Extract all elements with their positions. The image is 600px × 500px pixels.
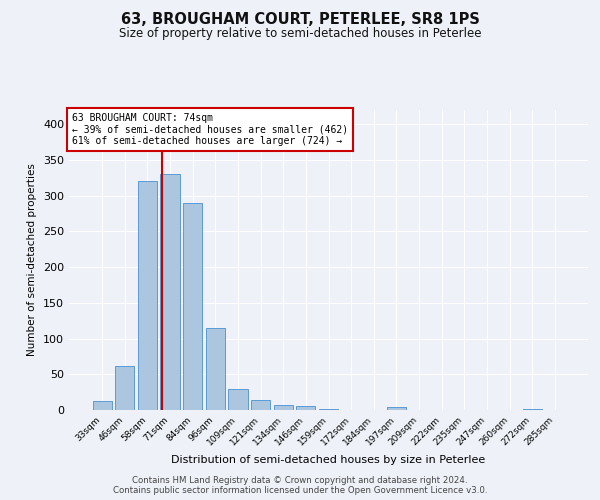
Text: 63, BROUGHAM COURT, PETERLEE, SR8 1PS: 63, BROUGHAM COURT, PETERLEE, SR8 1PS: [121, 12, 479, 28]
Bar: [229, 390, 248, 410]
Text: Contains HM Land Registry data © Crown copyright and database right 2024.
Contai: Contains HM Land Registry data © Crown c…: [113, 476, 487, 495]
Bar: [251, 400, 270, 410]
Text: 63 BROUGHAM COURT: 74sqm
← 39% of semi-detached houses are smaller (462)
61% of : 63 BROUGHAM COURT: 74sqm ← 39% of semi-d…: [71, 113, 348, 146]
Text: Size of property relative to semi-detached houses in Peterlee: Size of property relative to semi-detach…: [119, 28, 481, 40]
Bar: [274, 405, 293, 410]
Bar: [523, 408, 542, 410]
Bar: [183, 203, 202, 410]
Bar: [92, 400, 112, 410]
X-axis label: Distribution of semi-detached houses by size in Peterlee: Distribution of semi-detached houses by …: [172, 456, 485, 466]
Bar: [319, 408, 338, 410]
Bar: [296, 406, 316, 410]
Bar: [115, 366, 134, 410]
Bar: [160, 174, 180, 410]
Y-axis label: Number of semi-detached properties: Number of semi-detached properties: [28, 164, 37, 356]
Bar: [206, 328, 225, 410]
Bar: [387, 407, 406, 410]
Bar: [138, 180, 157, 410]
